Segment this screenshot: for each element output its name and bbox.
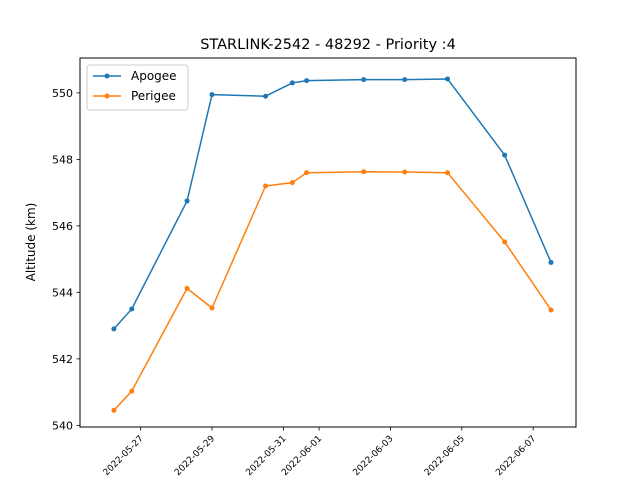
data-point-perigee [361,169,367,175]
data-point-apogee [502,152,508,158]
data-point-apogee [445,76,451,82]
data-point-apogee [304,78,310,84]
data-point-apogee [548,259,554,265]
data-point-perigee [111,407,117,413]
data-point-perigee [502,239,508,245]
data-point-apogee [361,77,367,83]
data-point-apogee [263,93,269,99]
y-tick-label: 540 [52,419,73,432]
data-point-perigee [184,285,190,291]
data-point-apogee [289,80,295,86]
legend-label-perigee: Perigee [131,89,176,103]
legend-marker-apogee [104,73,110,79]
data-point-perigee [548,307,554,313]
data-point-perigee [263,183,269,189]
data-point-apogee [111,326,117,332]
legend-label-apogee: Apogee [131,69,177,83]
data-point-apogee [402,77,408,83]
data-point-perigee [304,170,310,176]
series-layer [111,76,554,413]
data-point-perigee [129,388,135,394]
data-point-apogee [209,92,215,98]
chart-title: STARLINK-2542 - 48292 - Priority :4 [200,37,456,53]
y-tick-label: 546 [52,220,73,233]
y-tick-label: 550 [52,87,73,100]
y-axis-label: Altitude (km) [24,203,38,282]
data-point-perigee [209,305,215,311]
data-point-apogee [184,198,190,204]
legend-marker-perigee [104,93,110,99]
data-point-perigee [402,169,408,175]
data-point-perigee [445,170,451,176]
y-tick-label: 548 [52,153,73,166]
y-tick-label: 544 [52,286,73,299]
data-point-perigee [289,180,295,186]
legend: Apogee Perigee [86,64,189,111]
plot-frame [79,57,577,428]
series-line-apogee [113,78,552,330]
data-point-apogee [129,306,135,312]
y-tick-label: 542 [52,353,73,366]
series-line-perigee [113,170,552,411]
